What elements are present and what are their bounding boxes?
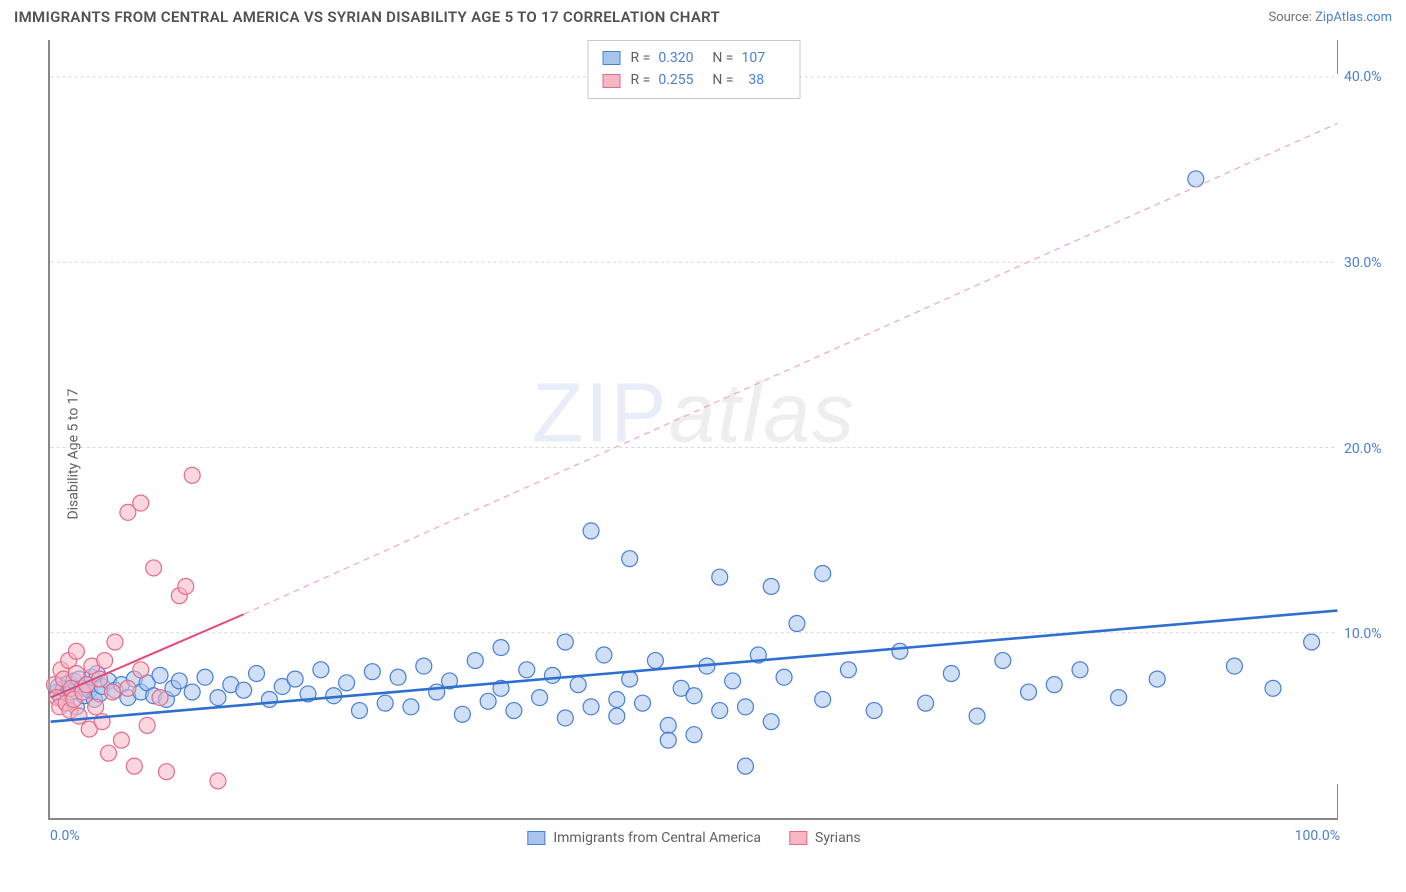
- chart-area: Disability Age 5 to 17 ZIPatlas R =0.320…: [0, 30, 1406, 878]
- correlation-stats-box: R = 0.320 N = 107 R = 0.255 N = 38: [588, 40, 801, 99]
- y-tick-label: 20.0%: [1344, 441, 1398, 457]
- stat-r-value: 0.320: [658, 47, 702, 69]
- stats-row: R = 0.320 N = 107: [603, 47, 786, 69]
- trend-layer: [50, 40, 1338, 818]
- source-link[interactable]: ZipAtlas.com: [1315, 10, 1392, 25]
- chart-header: IMMIGRANTS FROM CENTRAL AMERICA VS SYRIA…: [0, 0, 1406, 30]
- legend-swatch: [789, 831, 807, 845]
- stat-n-label: N =: [712, 47, 733, 69]
- legend-item: Syrians: [789, 830, 861, 846]
- stats-row: R = 0.255 N = 38: [603, 69, 786, 91]
- trend-line: [51, 614, 244, 697]
- trend-line: [244, 123, 1338, 614]
- stat-r-label: R =: [631, 69, 651, 91]
- y-tick-label: 10.0%: [1344, 626, 1398, 642]
- x-tick-label: 0.0%: [50, 828, 80, 844]
- source-label: Source:: [1268, 10, 1315, 25]
- series-swatch: [603, 74, 621, 88]
- stat-n-label: N =: [712, 69, 733, 91]
- stat-n-value: 38: [741, 69, 785, 91]
- bottom-legend: Immigrants from Central America Syrians: [527, 830, 860, 846]
- legend-label: Syrians: [815, 830, 861, 846]
- legend-label: Immigrants from Central America: [553, 830, 761, 846]
- x-tick-label: 100.0%: [1295, 828, 1340, 844]
- series-swatch: [603, 51, 621, 65]
- stat-r-value: 0.255: [658, 69, 702, 91]
- trend-line: [51, 611, 1338, 722]
- legend-swatch: [527, 831, 545, 845]
- y-tick-label: 30.0%: [1344, 255, 1398, 271]
- chart-title: IMMIGRANTS FROM CENTRAL AMERICA VS SYRIA…: [14, 8, 720, 26]
- plot-region: ZIPatlas R =0.320N =107R =0.255N = 38 Im…: [48, 40, 1338, 820]
- source-credit: Source: ZipAtlas.com: [1268, 10, 1392, 25]
- y-tick-label: 40.0%: [1344, 69, 1398, 85]
- legend-item: Immigrants from Central America: [527, 830, 761, 846]
- stat-n-value: 107: [741, 47, 785, 69]
- stat-r-label: R =: [631, 47, 651, 69]
